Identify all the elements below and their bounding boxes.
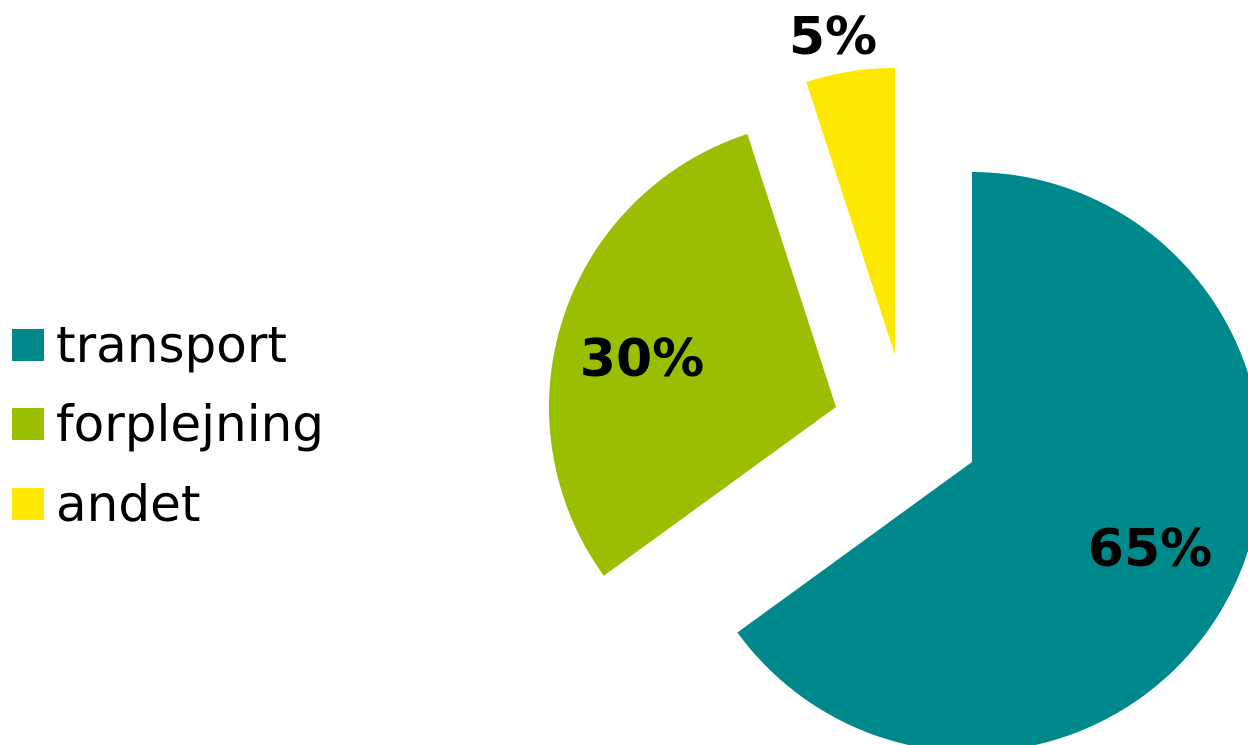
- pie-data-labels: 65% 30% 5%: [580, 7, 1212, 579]
- pie-slice-transport: [737, 172, 1248, 745]
- legend-swatch-andet: [12, 487, 44, 520]
- legend-entry-transport: transport: [12, 315, 324, 374]
- legend-label-forplejning: forplejning: [56, 394, 325, 453]
- data-label-transport: 65%: [1088, 519, 1212, 579]
- legend-entry-forplejning: forplejning: [12, 394, 325, 453]
- data-label-andet: 5%: [789, 7, 877, 67]
- legend-swatch-forplejning: [12, 407, 44, 440]
- pie-slice-forplejning: [549, 134, 836, 576]
- pie-slices: [549, 68, 1248, 745]
- data-label-forplejning: 30%: [580, 329, 704, 389]
- legend-swatch-transport: [12, 328, 44, 361]
- legend-entry-andet: andet: [12, 474, 324, 533]
- legend-label-transport: transport: [56, 315, 288, 374]
- chart-legend: transport forplejning andet: [12, 315, 325, 556]
- pie-slice-andet: [806, 68, 895, 355]
- legend-label-andet: andet: [56, 474, 201, 533]
